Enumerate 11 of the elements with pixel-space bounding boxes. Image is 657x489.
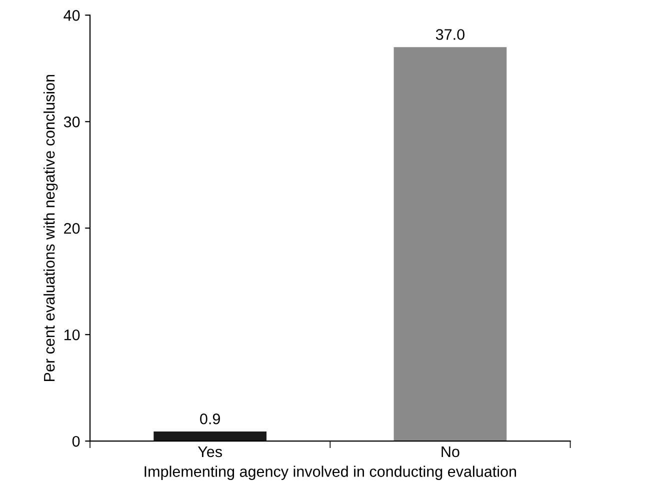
data-label: 0.9	[200, 413, 220, 424]
y-tick-label: 40	[64, 10, 80, 21]
y-tick-label: 20	[64, 222, 80, 234]
y-axis-title: Per cent evaluations with negative conclusion	[44, 74, 58, 381]
y-tick-label: 30	[64, 116, 80, 128]
data-label: 37.0	[436, 29, 464, 40]
x-tick-label: Yes	[198, 446, 222, 458]
y-tick-label: 10	[64, 329, 80, 340]
y-tick-label: 0	[72, 436, 80, 447]
x-tick-label: No	[442, 446, 460, 458]
x-axis-title: Implementing agency involved in conducting evaluation	[144, 466, 516, 480]
